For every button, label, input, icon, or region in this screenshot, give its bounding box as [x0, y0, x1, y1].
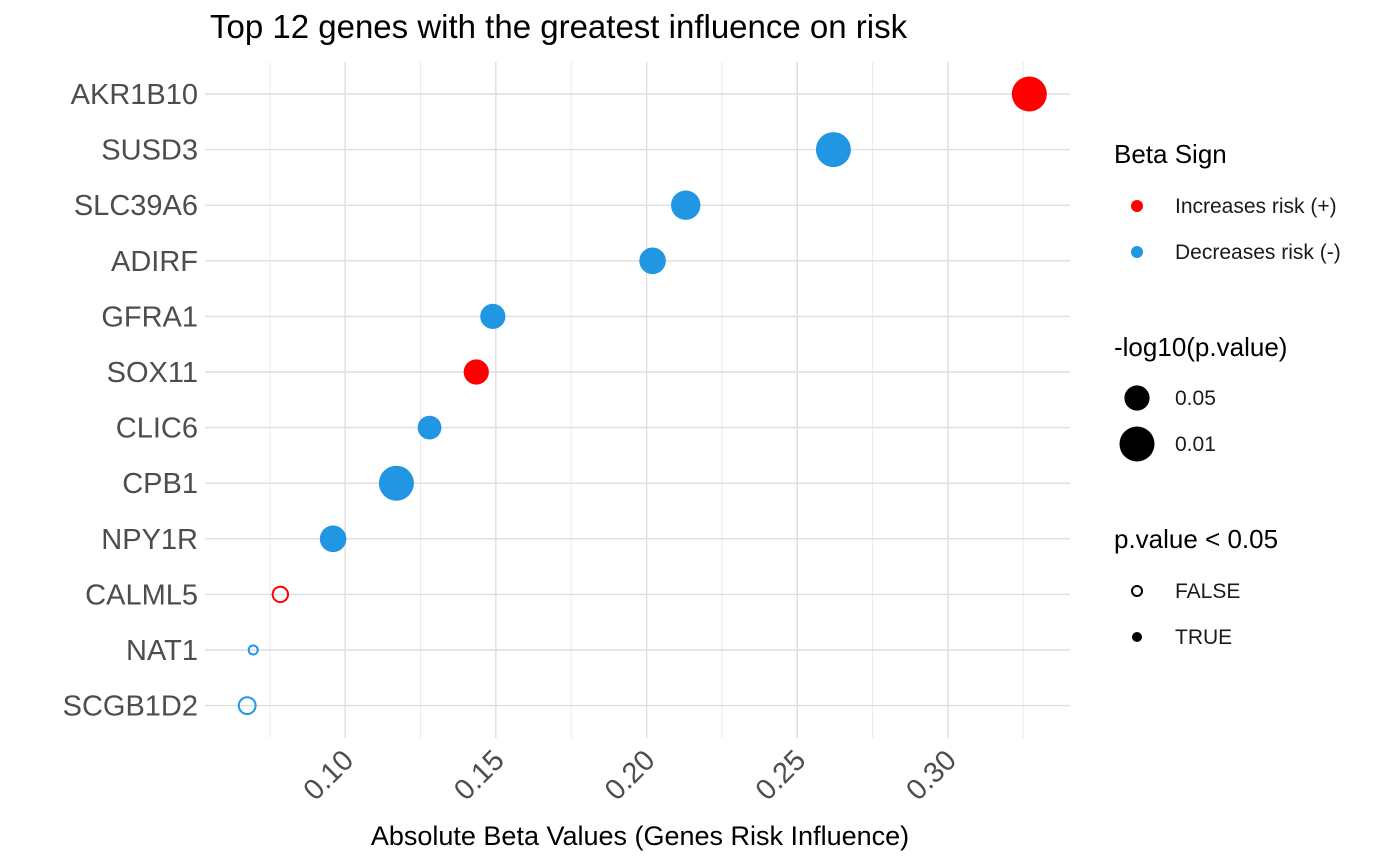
- y-tick-label-gfra1: GFRA1: [101, 301, 198, 333]
- y-tick-label-nat1: NAT1: [126, 635, 198, 667]
- point-scgb1d2: [237, 696, 257, 715]
- x-tick-label: 0.15: [448, 744, 511, 807]
- point-nat1: [247, 644, 259, 656]
- chart-title: Top 12 genes with the greatest influence…: [210, 8, 908, 45]
- legend-size-key: [1124, 385, 1150, 411]
- legend-size-label: 0.05: [1175, 387, 1216, 410]
- legend-shape-label: FALSE: [1175, 580, 1240, 603]
- legend-shape-key-true: [1132, 632, 1142, 642]
- legend-color-title: Beta Sign: [1114, 139, 1227, 169]
- point-slc39a6: [671, 190, 701, 220]
- y-tick-label-scgb1d2: SCGB1D2: [63, 691, 198, 723]
- point-susd3: [815, 132, 851, 168]
- y-tick-label-npy1r: NPY1R: [101, 524, 198, 556]
- legend-shape-label: TRUE: [1175, 626, 1232, 649]
- y-axis-ticks: AKR1B10 SUSD3 SLC39A6 ADIRF GFRA1 SOX11 CLIC6 C…: [63, 79, 198, 723]
- x-tick-label: 0.20: [599, 744, 662, 807]
- legend-size-label: 0.01: [1175, 433, 1216, 456]
- x-axis-ticks: 0.10 0.15 0.20 0.25 0.30: [298, 744, 963, 807]
- point-clic6: [417, 415, 442, 440]
- legend-shape-entries: FALSE TRUE: [1131, 580, 1240, 649]
- x-tick-label: 0.25: [750, 744, 813, 807]
- point-gfra1: [480, 303, 506, 329]
- y-tick-label-susd3: SUSD3: [101, 135, 198, 167]
- legend-color-entries: Increases risk (+) Decreases risk (-): [1131, 195, 1341, 264]
- point-akr1b10: [1011, 76, 1047, 112]
- y-tick-label-akr1b10: AKR1B10: [71, 79, 198, 111]
- legend-color-key-increases-risk: [1131, 200, 1143, 212]
- point-npy1r: [319, 525, 347, 553]
- x-tick-label: 0.10: [298, 744, 361, 807]
- point-adirf: [639, 247, 666, 275]
- legend-size-title: -log10(p.value): [1114, 332, 1287, 362]
- data-points: [237, 76, 1047, 715]
- x-axis-label: Absolute Beta Values (Genes Risk Influen…: [371, 821, 909, 851]
- legend-color-label: Increases risk (+): [1175, 195, 1337, 218]
- y-tick-label-clic6: CLIC6: [116, 413, 198, 445]
- legend-shape-title: p.value < 0.05: [1114, 524, 1278, 554]
- point-sox11: [463, 359, 489, 385]
- legend-color-key-decreases-risk: [1131, 246, 1143, 258]
- legend: Beta Sign Increases risk (+) Decreases ri…: [1114, 139, 1341, 649]
- x-tick-label: 0.30: [900, 744, 963, 807]
- y-tick-label-cpb1: CPB1: [122, 468, 198, 500]
- y-tick-label-slc39a6: SLC39A6: [74, 190, 198, 222]
- point-cpb1: [378, 465, 414, 501]
- y-tick-label-sox11: SOX11: [107, 357, 198, 389]
- grid-lines: [205, 62, 1070, 738]
- y-tick-label-adirf: ADIRF: [111, 246, 198, 278]
- legend-color-label: Decreases risk (-): [1175, 241, 1341, 264]
- legend-shape-key-false: [1131, 585, 1143, 597]
- point-calml5: [271, 585, 290, 604]
- legend-size-key: [1119, 426, 1155, 462]
- legend-size-entries: 0.05 0.01: [1119, 385, 1216, 462]
- y-tick-label-calml5: CALML5: [85, 579, 198, 611]
